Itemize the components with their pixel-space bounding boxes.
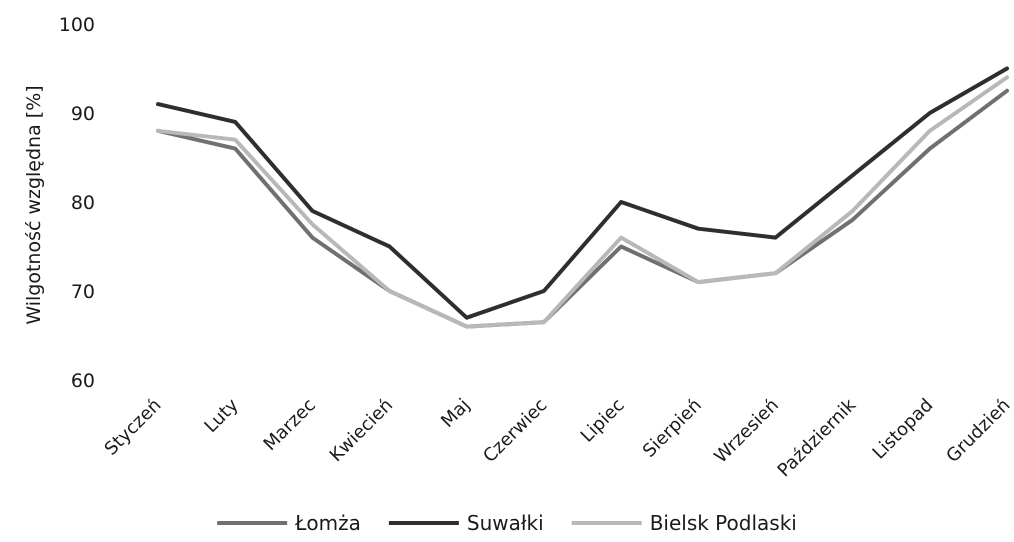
y-axis-ticks: 60 70 80 90 100 <box>59 14 95 392</box>
x-tick-label: Kwiecień <box>326 395 397 466</box>
x-tick-label: Grudzień <box>942 395 1014 467</box>
series-line-2 <box>156 75 1009 329</box>
y-tick-label: 60 <box>71 370 95 392</box>
series-line-0 <box>156 88 1009 329</box>
legend-item-2: Bielsk Podlaski <box>571 511 797 535</box>
y-axis-title: Wilgotność względna [%] <box>23 85 45 324</box>
series-line-1 <box>156 66 1009 320</box>
y-tick-label: 80 <box>71 192 95 214</box>
x-tick-label: Marzec <box>260 395 320 455</box>
x-tick-label: Listopad <box>869 395 938 464</box>
legend-item-0: Łomża <box>217 511 361 535</box>
series-lines <box>156 66 1009 329</box>
y-tick-label: 70 <box>71 281 95 303</box>
x-axis-labels: Styczeń Luty Marzec Kwiecień Maj Czerwiec Lipi… <box>101 394 1014 481</box>
x-tick-label: Maj <box>437 395 474 432</box>
x-tick-label: Czerwiec <box>479 395 551 467</box>
legend-item-1: Suwałki <box>388 511 544 535</box>
legend-label: Suwałki <box>467 511 544 535</box>
x-tick-label: Sierpień <box>639 395 706 462</box>
y-tick-label: 90 <box>71 103 95 125</box>
x-tick-label: Styczeń <box>101 395 166 460</box>
y-tick-label: 100 <box>59 14 95 36</box>
legend: Łomża Suwałki Bielsk Podlaski <box>217 511 797 535</box>
legend-label: Bielsk Podlaski <box>650 511 797 535</box>
x-tick-label: Wrzesień <box>710 395 783 468</box>
x-tick-label: Luty <box>200 394 243 437</box>
x-tick-label: Lipiec <box>577 395 629 447</box>
legend-label: Łomża <box>294 511 361 535</box>
x-tick-label: Październik <box>774 394 861 481</box>
